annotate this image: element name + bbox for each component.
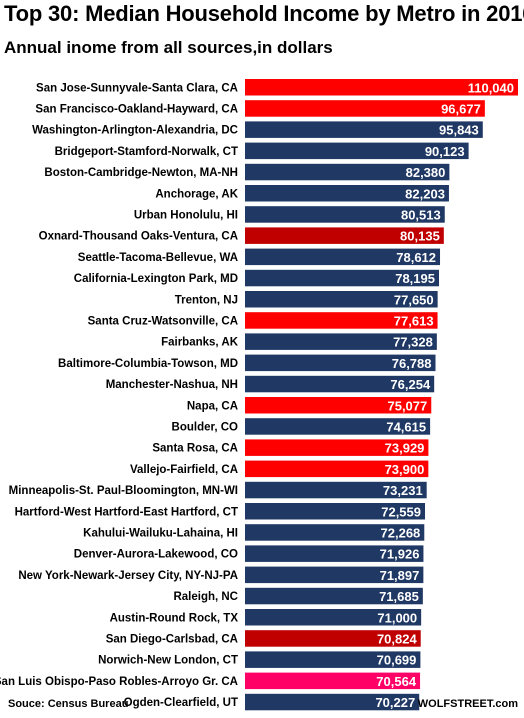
data-label: 73,231 (383, 483, 423, 498)
chart-title: Top 30: Median Household Income by Metro… (4, 1, 524, 26)
category-label: Bridgeport-Stamford-Norwalk, CT (55, 146, 238, 158)
data-label: 70,564 (376, 674, 417, 689)
bar (245, 291, 438, 308)
data-label: 80,135 (400, 229, 440, 244)
category-label: Napa, CA (187, 400, 238, 412)
category-label: Hartford-West Hartford-East Hartford, CT (15, 506, 238, 518)
bar (245, 354, 436, 372)
category-label: Norwich-New London, CT (98, 655, 238, 667)
bar (245, 418, 431, 435)
data-label: 71,685 (379, 589, 419, 604)
category-label: Boston-Cambridge-Newton, MA-NH (44, 167, 238, 179)
category-label: Anchorage, AK (155, 188, 238, 200)
data-label: 71,897 (380, 568, 420, 583)
category-label: Santa Rosa, CA (152, 443, 238, 455)
data-label: 71,926 (380, 547, 420, 562)
bar (245, 439, 429, 456)
bar (245, 566, 424, 584)
data-label: 73,900 (385, 462, 425, 477)
bar (245, 693, 420, 711)
data-label: 70,824 (377, 631, 418, 646)
category-label: Oxnard-Thousand Oaks-Ventura, CA (39, 231, 238, 243)
category-label: San Francisco-Oakland-Hayward, CA (35, 103, 238, 115)
category-label: Boulder, CO (172, 421, 239, 433)
category-label: Santa Cruz-Watsonville, CA (88, 315, 238, 327)
chart-subtitle: Annual inome from all sources,in dollars (4, 38, 333, 57)
bar (245, 269, 439, 287)
data-label: 82,380 (406, 165, 446, 180)
bar (245, 587, 423, 605)
data-label: 90,123 (425, 144, 465, 159)
data-label: 80,513 (401, 207, 441, 222)
bar (245, 227, 444, 244)
bar (245, 481, 427, 499)
category-label: Washington-Arlington-Alexandria, DC (32, 125, 238, 137)
data-label: 71,000 (377, 610, 417, 625)
bar (245, 79, 518, 96)
category-label: Ogden-Clearfield, UT (124, 697, 238, 709)
category-label: Fairbanks, AK (161, 337, 239, 349)
bar (245, 333, 437, 350)
data-label: 110,040 (468, 80, 514, 95)
category-label: San Luis Obispo-Paso Robles-Arroyo Gr. C… (0, 676, 238, 688)
category-label: Raleigh, NC (173, 591, 238, 603)
data-label: 72,559 (381, 504, 421, 519)
category-label: Seattle-Tacoma-Bellevue, WA (78, 252, 238, 264)
data-label: 70,227 (375, 695, 415, 710)
data-label: 77,650 (394, 292, 434, 307)
category-label: New York-Newark-Jersey City, NY-NJ-PA (18, 570, 238, 582)
bar (245, 248, 441, 266)
category-label: San Jose-Sunnyvale-Santa Clara, CA (36, 82, 238, 94)
bar (245, 163, 450, 181)
source-note: Souce: Census Bureau (8, 698, 129, 710)
data-label: 73,929 (385, 441, 425, 456)
data-label: 74,615 (386, 419, 426, 434)
data-label: 70,699 (377, 653, 417, 668)
bar (245, 206, 445, 223)
bar (245, 312, 438, 329)
bar (245, 185, 449, 202)
data-label: 82,203 (405, 186, 445, 201)
data-label: 78,195 (395, 271, 435, 286)
category-label: California-Lexington Park, MD (74, 273, 238, 285)
bar (245, 672, 421, 690)
data-label: 72,268 (381, 525, 421, 540)
bar (245, 375, 435, 393)
category-label: Austin-Round Rock, TX (110, 612, 239, 624)
category-label: San Diego-Carlsbad, CA (106, 633, 238, 645)
data-label: 75,077 (387, 398, 427, 413)
data-label: 76,254 (390, 377, 431, 392)
category-label: Urban Honolulu, HI (134, 209, 238, 221)
category-label: Kahului-Wailuku-Lahaina, HI (83, 527, 238, 539)
data-label: 77,328 (393, 335, 433, 350)
brand-label: WOLFSTREET.com (417, 698, 518, 710)
category-label: Manchester-Nashua, NH (106, 379, 238, 391)
bar (245, 524, 425, 541)
bar (245, 545, 424, 562)
bar (245, 609, 422, 626)
bar (245, 503, 426, 520)
bar (245, 630, 421, 647)
category-label: Minneapolis-St. Paul-Bloomington, MN-WI (9, 485, 238, 497)
category-label: Trenton, NJ (175, 294, 238, 306)
data-label: 95,843 (439, 123, 479, 138)
bar (245, 460, 429, 478)
bar (245, 651, 421, 668)
data-label: 78,612 (396, 250, 436, 265)
bar (245, 142, 469, 160)
category-label: Vallejo-Fairfield, CA (130, 464, 238, 476)
category-label: Denver-Aurora-Lakewood, CO (74, 549, 238, 561)
data-label: 77,613 (394, 313, 434, 328)
bar (245, 121, 483, 138)
data-label: 76,788 (392, 356, 432, 371)
bar (245, 397, 432, 414)
bar (245, 100, 485, 117)
data-label: 96,677 (441, 101, 481, 116)
category-label: Baltimore-Columbia-Towson, MD (58, 358, 238, 370)
